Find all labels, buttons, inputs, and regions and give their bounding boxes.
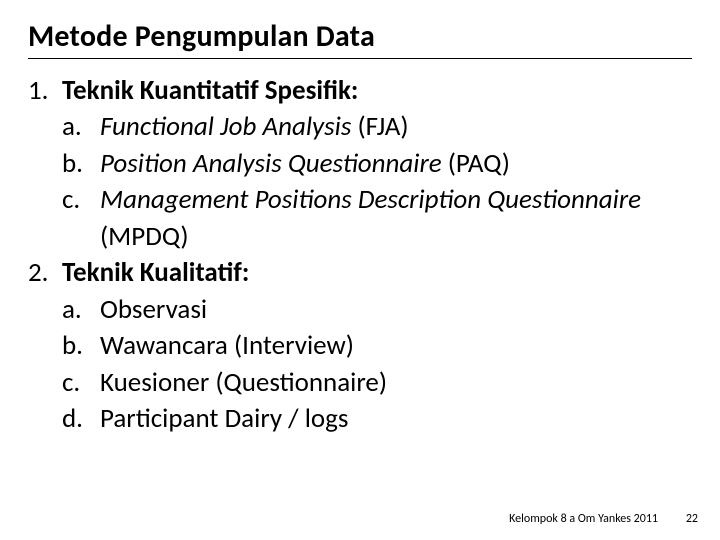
list-item-2: 2. Teknik Kualitatif: xyxy=(28,255,692,291)
sub-item-2a: a. Observasi xyxy=(28,292,692,328)
list-marker: b. xyxy=(62,328,100,364)
sub-item-text: Observasi xyxy=(100,292,207,328)
list-marker: b. xyxy=(62,146,100,182)
paren-abbrev: (PAQ) xyxy=(448,147,510,180)
slide-body: 1. Teknik Kuantitatif Spesifik: a. Funct… xyxy=(28,73,692,437)
sub-item-1c: c. Management Positions Description Ques… xyxy=(28,182,692,255)
list-item-1: 1. Teknik Kuantitatif Spesifik: xyxy=(28,73,692,109)
paren-abbrev: (FJA) xyxy=(357,110,408,143)
list-marker: a. xyxy=(62,292,100,328)
sub-item-1a: a. Functional Job Analysis (FJA) xyxy=(28,109,692,145)
slide-title: Metode Pengumpulan Data xyxy=(28,18,692,55)
list-heading-2: Teknik Kualitatif: xyxy=(62,255,249,291)
sub-item-text: Position Analysis Questionnaire (PAQ) xyxy=(100,146,510,182)
sub-item-text: Participant Dairy / logs xyxy=(100,401,348,437)
title-underline xyxy=(28,58,692,59)
sub-item-text: Management Positions Description Questio… xyxy=(100,182,692,255)
paren-abbrev: (MPDQ) xyxy=(100,220,189,253)
list-heading-1: Teknik Kuantitatif Spesifik: xyxy=(62,73,358,109)
sub-item-2b: b. Wawancara (Interview) xyxy=(28,328,692,364)
list-marker: 2. xyxy=(28,255,62,291)
list-marker: 1. xyxy=(28,73,62,109)
footer-note: Kelompok 8 a Om Yankes 2011 xyxy=(509,512,658,526)
list-marker: c. xyxy=(62,365,100,401)
italic-term: Management Positions Description Questio… xyxy=(100,183,641,216)
list-marker: a. xyxy=(62,109,100,145)
slide: Metode Pengumpulan Data 1. Teknik Kuanti… xyxy=(0,0,720,540)
sub-item-2c: c. Kuesioner (Questionnaire) xyxy=(28,365,692,401)
sub-item-text: Kuesioner (Questionnaire) xyxy=(100,365,387,401)
list-marker: d. xyxy=(62,401,100,437)
sub-item-2d: d. Participant Dairy / logs xyxy=(28,401,692,437)
italic-term: Functional Job Analysis xyxy=(100,110,357,143)
page-number: 22 xyxy=(686,512,698,526)
italic-term: Position Analysis Questionnaire xyxy=(100,147,448,180)
sub-item-1b: b. Position Analysis Questionnaire (PAQ) xyxy=(28,146,692,182)
sub-item-text: Wawancara (Interview) xyxy=(100,328,354,364)
sub-item-text: Functional Job Analysis (FJA) xyxy=(100,109,409,145)
list-marker: c. xyxy=(62,182,100,255)
